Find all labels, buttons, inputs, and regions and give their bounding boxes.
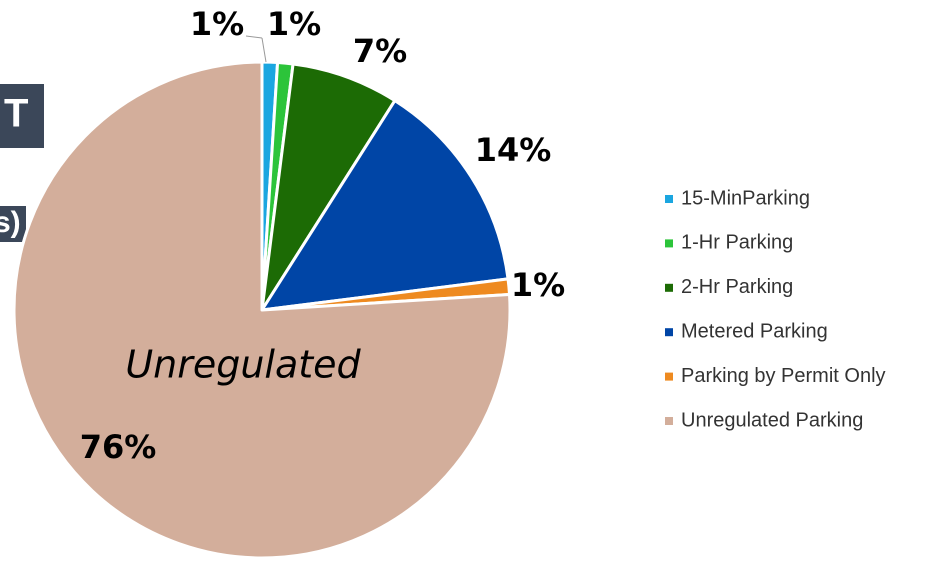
subheader-fragment: s) [0,206,21,239]
legend-swatch [665,328,673,337]
header-fragment: T [4,92,28,136]
legend-label: Unregulated Parking [681,409,863,431]
pie-slice [12,60,512,560]
leader-line [245,35,263,39]
legend-swatch [665,195,673,203]
pie [12,60,512,560]
slice-annotation: Unregulated [125,343,361,387]
subheader-box [0,206,26,242]
leader-line [261,37,267,63]
legend-swatch [665,239,673,248]
data-label: 14% [475,131,552,169]
legend-label: Metered Parking [681,320,828,342]
legend-label: Parking by Permit Only [681,365,886,387]
legend-swatch [665,417,673,425]
pie-slice [260,99,510,312]
pie-slice [260,62,397,312]
data-label: 1% [190,5,244,43]
header-box [0,84,44,148]
data-label: 1% [267,5,321,43]
legend-swatch [665,372,673,381]
legend-label: 2-Hr Parking [681,276,793,298]
legend-label: 15-MinParking [681,187,810,209]
legend-label: 1-Hr Parking [681,232,793,254]
data-label: 76% [80,428,157,466]
data-label: 7% [353,32,407,70]
legend-swatch [665,283,673,292]
data-label: 1% [511,266,565,304]
